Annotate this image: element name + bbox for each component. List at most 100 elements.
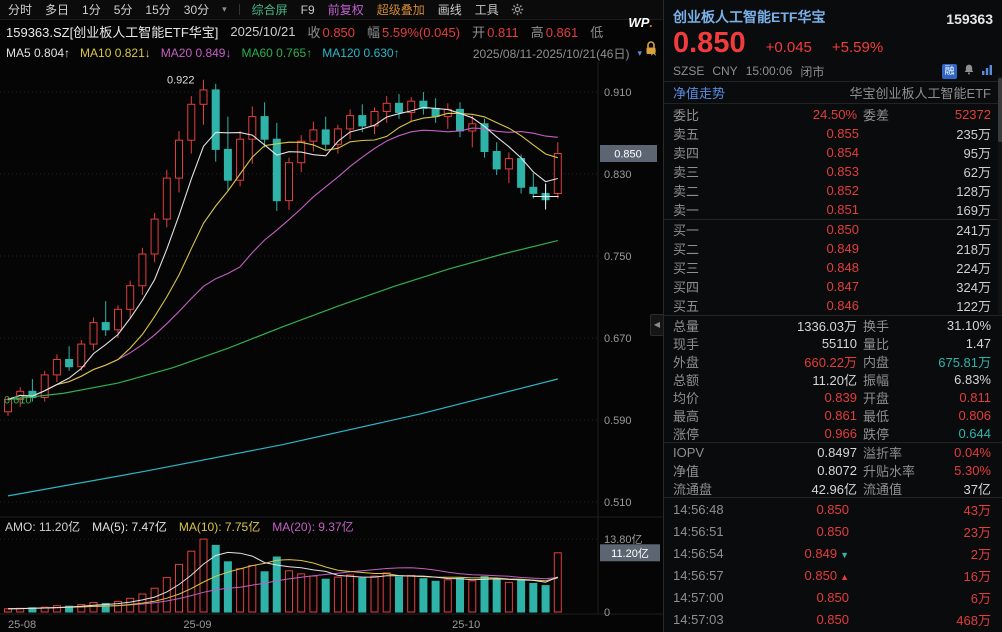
stat-row: IOPV 0.8497 溢折率 0.04% <box>664 443 1002 461</box>
tick-up-icon: ▲ <box>840 571 849 582</box>
toolbar-tool-0[interactable]: 综合屏 <box>251 3 288 17</box>
order-volume: 241万 <box>956 223 991 238</box>
toolbar-tools: 综合屏 F9 前复权 超级叠加 画线 工具 <box>252 1 499 18</box>
lock-icon[interactable] <box>644 40 658 61</box>
period-tab-4[interactable]: 15分 <box>145 3 171 17</box>
svg-text:0.590: 0.590 <box>604 415 632 427</box>
settings-gear-icon[interactable] <box>511 3 524 16</box>
svg-text:13.80亿: 13.80亿 <box>604 533 643 546</box>
bid-row[interactable]: 买四 0.847 324万 <box>664 277 1002 296</box>
ohlc-field: 高 0.861 <box>530 25 579 40</box>
tick-row[interactable]: 14:56:57 0.850 ▲ 16万 <box>664 564 1002 586</box>
order-price: 0.854 <box>826 145 859 160</box>
toolbar-tool-3[interactable]: 超级叠加 <box>376 3 425 17</box>
order-volume: 224万 <box>956 261 991 276</box>
tick-volume: 6万 <box>970 590 991 606</box>
tick-row[interactable]: 14:56:48 0.850 43万 <box>664 498 1002 520</box>
period-dropdown-icon[interactable]: ▾ <box>222 4 227 14</box>
bid-row[interactable]: 买三 0.848 224万 <box>664 258 1002 277</box>
stat-label: 外盘 <box>673 355 700 370</box>
ask-row[interactable]: 卖一 0.851 169万 <box>664 200 1002 219</box>
tick-volume: 2万 <box>970 546 991 562</box>
toolbar-tool-2[interactable]: 前复权 <box>327 3 364 17</box>
weibi-value: 24.50% <box>812 106 857 122</box>
stat-value: 0.806 <box>958 408 991 423</box>
ohlc-fields: 收 0.850 幅 5.59%(0.045) 开 0.811 高 0.861 低 <box>307 22 605 41</box>
stat-value: 0.839 <box>824 390 857 405</box>
tick-row[interactable]: 14:57:03 0.850 468万 <box>664 608 1002 630</box>
ma-legend-item: MA120 0.630↑ <box>322 46 400 60</box>
fund-name: 华宝创业板人工智能ETF <box>849 86 991 101</box>
section-divider-3 <box>664 497 1002 498</box>
margin-badge[interactable]: 融 <box>942 63 957 79</box>
nav-trend-link[interactable]: 净值走势 <box>673 86 726 101</box>
order-label: 卖四 <box>673 146 700 161</box>
stat-value: 6.83% <box>954 372 991 387</box>
stat-label: 涨停 <box>673 427 700 442</box>
scrollbar-thumb[interactable] <box>998 78 1002 142</box>
stat-label: 现手 <box>673 337 700 352</box>
stat-value: 0.966 <box>824 426 857 441</box>
bid-row[interactable]: 买五 0.846 122万 <box>664 296 1002 315</box>
toolbar-tool-5[interactable]: 工具 <box>474 3 499 17</box>
toolbar-tool-1[interactable]: F9 <box>300 2 315 17</box>
toolbar-tool-4[interactable]: 画线 <box>437 3 462 17</box>
collapse-panel-icon[interactable]: ◀ <box>650 314 664 336</box>
ask-row[interactable]: 卖五 0.855 235万 <box>664 124 1002 143</box>
stat-value: 0.811 <box>959 390 991 405</box>
order-price: 0.853 <box>826 164 859 179</box>
tick-row[interactable]: 14:56:51 0.850 23万 <box>664 520 1002 542</box>
ma-legend-item: MA20 0.849↓ <box>160 46 232 60</box>
stat-value: 11.20亿 <box>812 373 857 388</box>
tick-time: 14:57:00 <box>673 589 724 605</box>
svg-text:0.830: 0.830 <box>604 169 632 181</box>
kline-chart[interactable]: 0.910 0.830 0.750 0.670 0.590 0.510 13.80亿 0 25-… <box>0 62 663 632</box>
period-tab-5[interactable]: 30分 <box>183 3 210 17</box>
tick-volume: 16万 <box>963 568 991 584</box>
ma-legend-bar: MA5 0.804↑ MA10 0.821↓ MA20 0.849↓ MA60 0.7… <box>0 43 663 63</box>
trade-date: 2025/10/21 <box>230 24 296 39</box>
toolbar-divider <box>238 4 240 15</box>
svg-text:11.20亿: 11.20亿 <box>611 547 649 560</box>
range-dropdown-icon[interactable]: ▾ <box>637 47 642 58</box>
ask-orderbook: 卖五 0.855 235万 卖四 0.854 95万 卖三 0.853 62万 … <box>664 124 1002 219</box>
scrollbar[interactable] <box>998 76 1002 314</box>
tick-volume: 43万 <box>963 502 991 518</box>
svg-text:0.922: 0.922 <box>167 75 195 87</box>
stat-value: 1336.03万 <box>797 319 857 334</box>
weibi-row: 委比 24.50% 委差 52372 <box>664 104 1002 124</box>
stat-row: 现手 55110 量比 1.47 <box>664 334 1002 352</box>
period-tab-2[interactable]: 1分 <box>82 3 101 17</box>
orderbook-divider <box>664 219 1002 220</box>
order-label: 买五 <box>673 299 700 314</box>
ohlc-field: 低 <box>590 25 604 40</box>
stat-value: 42.96亿 <box>811 482 857 497</box>
kline-svg[interactable]: 0.910 0.830 0.750 0.670 0.590 0.510 13.80亿 0 25-… <box>0 62 663 632</box>
ask-row[interactable]: 卖二 0.852 128万 <box>664 181 1002 200</box>
ask-row[interactable]: 卖三 0.853 62万 <box>664 162 1002 181</box>
period-tab-3[interactable]: 5分 <box>113 3 133 17</box>
stat-label: 升贴水率 <box>863 464 916 479</box>
currency-label: CNY <box>712 64 738 78</box>
svg-text:25-10: 25-10 <box>452 619 480 631</box>
stat-row: 总量 1336.03万 换手 31.10% <box>664 316 1002 334</box>
stat-row: 均价 0.839 开盘 0.811 <box>664 388 1002 406</box>
stat-value: 55110 <box>821 336 857 351</box>
ma-legend-items: MA5 0.804↑ MA10 0.821↓ MA20 0.849↓ MA60 0.7… <box>6 46 400 60</box>
level2-bars-icon[interactable] <box>981 64 993 79</box>
tick-row[interactable]: 14:56:54 0.849 ▼ 2万 <box>664 542 1002 564</box>
tick-price: 0.850 <box>816 501 849 517</box>
stat-row: 最高 0.861 最低 0.806 <box>664 406 1002 424</box>
period-tab-1[interactable]: 多日 <box>45 3 70 17</box>
period-tab-0[interactable]: 分时 <box>8 3 33 17</box>
stat-label: 振幅 <box>863 373 890 388</box>
bid-row[interactable]: 买一 0.850 241万 <box>664 220 1002 239</box>
tick-time: 14:56:48 <box>673 501 724 517</box>
alert-bell-icon[interactable] <box>963 63 975 79</box>
order-volume: 128万 <box>956 184 991 199</box>
ask-row[interactable]: 卖四 0.854 95万 <box>664 143 1002 162</box>
tick-row[interactable]: 14:57:00 0.850 6万 <box>664 586 1002 608</box>
stat-row: 涨停 0.966 跌停 0.644 <box>664 424 1002 442</box>
bid-row[interactable]: 买二 0.849 218万 <box>664 239 1002 258</box>
